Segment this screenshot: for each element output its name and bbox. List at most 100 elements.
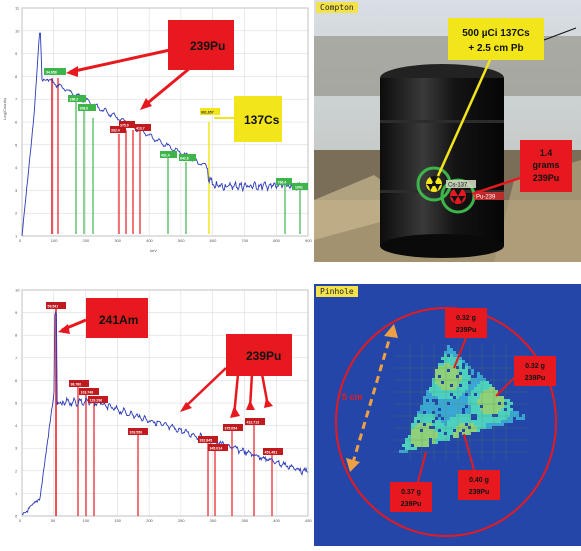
peak-label: 451.4 <box>161 154 170 158</box>
peak-label-box <box>223 424 243 431</box>
peak-label-box <box>198 436 218 443</box>
peak-label: 661.657 <box>201 111 214 115</box>
x-tick-label: 0 <box>19 518 22 523</box>
compton-photo-panel: Cs-137 Pu-239 500 µCi 137Cs + 2.5 cm Pb … <box>314 0 581 262</box>
arrow <box>69 48 171 74</box>
pinhole-tag: Pinhole <box>316 286 358 297</box>
peak-label-box <box>245 418 265 425</box>
pinhole-image: 5 cm 0.32 g 239Pu 0.32 g 239Pu 0.40 g 23… <box>314 284 581 546</box>
peak-label: 94.658 <box>46 71 57 75</box>
x-tick-label: 400 <box>146 238 153 243</box>
arrowhead <box>66 66 78 77</box>
mass-value: 0.32 g <box>525 363 545 370</box>
arrow <box>471 176 521 196</box>
source-callout <box>448 18 544 60</box>
x-tick-label: 700 <box>241 238 248 243</box>
peak-label: 345.014 <box>210 447 223 451</box>
peak-label-box <box>276 178 292 185</box>
peak-label-box <box>208 444 228 451</box>
pu-marker-label: Pu-239 <box>476 195 496 201</box>
peak-label: 332.845 <box>200 439 213 443</box>
peak-label-box <box>88 396 108 403</box>
mass-isotope: 239Pu <box>456 327 477 334</box>
source-callout-line1: 500 µCi 137Cs <box>462 28 530 39</box>
peak-label-box <box>263 448 283 455</box>
y-tick-label: 10 <box>15 28 20 33</box>
top-spectrum-chart: 1 2 3 4 5 6 7 8 9 10 11 0 100 200 300 400 500 600 700 800 9… <box>0 0 312 262</box>
x-tick-label: 100 <box>51 238 58 243</box>
pu-callout-line2: grams <box>532 160 559 170</box>
compton-tag: Compton <box>316 2 358 13</box>
peak-label: 186.2 <box>70 98 79 102</box>
peak-label-box <box>119 121 135 128</box>
peak-label-box <box>79 388 99 395</box>
y-tick-label: 9 <box>15 310 18 315</box>
am241-callout-text: 241Am <box>99 313 138 327</box>
mass-callout <box>390 482 432 512</box>
pu239-callout <box>226 334 292 376</box>
x-tick-label: 250 <box>178 518 185 523</box>
x-tick-label: 300 <box>114 238 121 243</box>
mass-value: 0.40 g <box>469 477 489 484</box>
distance-label: 5 cm <box>342 392 363 402</box>
pu-callout <box>520 140 572 192</box>
x-tick-label: 0 <box>19 238 22 243</box>
y-tick-label: 5 <box>15 401 18 406</box>
mass-value: 0.32 g <box>456 315 476 322</box>
peak-label: 129.296 <box>90 399 103 403</box>
arrowhead <box>58 324 70 334</box>
peak-label-box <box>135 124 151 131</box>
pu239-callout <box>168 20 234 70</box>
peak-label: 203.550 <box>130 431 143 435</box>
cs137-callout-text: 137Cs <box>244 113 280 127</box>
spectrum-trace <box>22 311 308 515</box>
intensity-map <box>394 344 528 460</box>
y-tick-label: 6 <box>15 378 18 383</box>
y-tick-label: 4 <box>15 165 18 170</box>
x-tick-label: 600 <box>210 238 217 243</box>
y-tick-label: 4 <box>15 423 18 428</box>
peak-label: 642.8 <box>180 157 189 161</box>
pu-callout-line1: 1.4 <box>540 148 553 158</box>
mass-callout <box>514 356 556 386</box>
x-tick-label: 150 <box>114 518 121 523</box>
peak-label-box <box>128 428 148 435</box>
source-callout-line2: + 2.5 cm Pb <box>468 43 523 54</box>
bottom-spectrum-panel: 0 1 2 3 4 5 6 7 8 9 10 0 50 100 150 200 250 300 350 400 450… <box>0 284 312 546</box>
peak-label: 451.481 <box>265 451 278 455</box>
x-tick-label: 300 <box>210 518 217 523</box>
x-tick-label: 800 <box>273 238 280 243</box>
y-tick-label: 8 <box>15 333 18 338</box>
y-tick-label: 3 <box>15 446 18 451</box>
x-tick-label: 900 <box>305 238 312 243</box>
peak-label-box <box>179 154 196 161</box>
peak-label: 208.0 <box>80 107 89 111</box>
peak-label: 375.0 <box>120 124 129 128</box>
peak-label-box <box>110 126 126 133</box>
y-tick-label: 5 <box>15 142 18 147</box>
x-tick-label: 200 <box>83 238 90 243</box>
am241-callout <box>86 298 148 338</box>
y-tick-label: 2 <box>15 468 18 473</box>
peak-label: 1001 <box>295 186 303 190</box>
pinhole-image-panel: 5 cm 0.32 g 239Pu 0.32 g 239Pu 0.40 g 23… <box>314 284 581 546</box>
x-tick-label: 200 <box>146 518 153 523</box>
x-tick-label: 450 <box>305 518 312 523</box>
pu239-callout-text: 239Pu <box>246 349 281 363</box>
y-tick-label: 8 <box>15 74 18 79</box>
y-tick-label: 3 <box>15 188 18 193</box>
top-spectrum-panel: 1 2 3 4 5 6 7 8 9 10 11 0 100 200 300 400 500 600 700 800 9… <box>0 0 312 262</box>
peak-label: 59.541 <box>48 305 59 309</box>
y-tick-label: 6 <box>15 120 18 125</box>
x-tick-label: 500 <box>178 238 185 243</box>
peak-label: 413.713 <box>247 421 260 425</box>
y-tick-label: 7 <box>15 355 18 360</box>
y-tick-label: 1 <box>15 491 18 496</box>
x-tick-label: 50 <box>51 518 56 523</box>
peak-label: 766.4 <box>278 181 287 185</box>
peak-label-box <box>78 104 96 111</box>
cs-marker-label: Cs-137 <box>448 183 468 189</box>
peak-label: 375.054 <box>225 427 238 431</box>
arrow <box>183 367 227 409</box>
peak-label-box <box>69 380 89 387</box>
